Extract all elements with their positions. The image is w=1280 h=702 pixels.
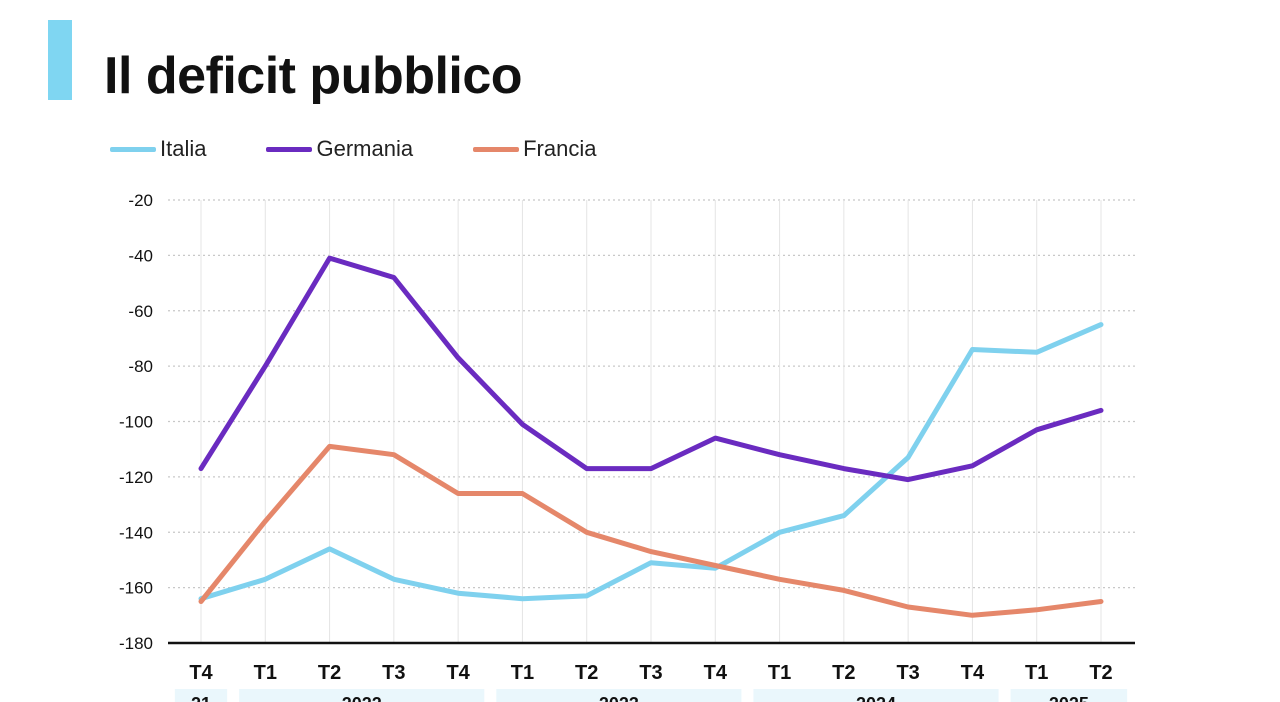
x-tick-label: T3 bbox=[896, 662, 919, 684]
x-tick-label: T3 bbox=[639, 662, 662, 684]
year-band bbox=[1010, 689, 1128, 702]
x-tick-label: T3 bbox=[382, 662, 405, 684]
y-tick-label: -160 bbox=[119, 579, 153, 598]
legend-swatch-francia bbox=[473, 146, 520, 152]
legend-item-italia: Italia bbox=[110, 136, 206, 162]
y-tick-label: -180 bbox=[119, 634, 153, 653]
x-axis-tick-labels: T4 T1 T2 T3 T4 T1 T2 T3 T4 T1 T2 T3 T4 T1 T2 bbox=[189, 662, 1112, 684]
y-tick-label: -140 bbox=[119, 523, 153, 542]
year-band bbox=[239, 689, 485, 702]
x-tick-label: T1 bbox=[1025, 662, 1048, 684]
x-tick-label: T2 bbox=[575, 662, 598, 684]
x-tick-label: T1 bbox=[768, 662, 791, 684]
legend-item-germania: Germania bbox=[266, 136, 413, 162]
x-tick-label: T1 bbox=[254, 662, 277, 684]
year-band bbox=[496, 689, 742, 702]
legend-label-italia: Italia bbox=[160, 136, 207, 161]
y-tick-label: -120 bbox=[119, 468, 153, 487]
legend-swatch-italia bbox=[110, 146, 156, 152]
x-tick-label: T4 bbox=[446, 662, 470, 684]
year-label: 2023 bbox=[599, 694, 639, 702]
legend: Italia Germania Francia bbox=[110, 136, 656, 162]
x-tick-label: T2 bbox=[1089, 662, 1112, 684]
y-tick-label: -40 bbox=[128, 246, 153, 265]
gridlines bbox=[168, 199, 1135, 643]
x-tick-label: T4 bbox=[189, 662, 213, 684]
series-line-italia bbox=[198, 322, 1104, 602]
year-label: 2022 bbox=[342, 694, 382, 702]
x-tick-label: T2 bbox=[832, 662, 855, 684]
y-axis-tick-labels: -20 -40 -60 -80 -100 -120 -140 -160 -180 bbox=[119, 191, 153, 653]
x-tick-label: T4 bbox=[961, 662, 985, 684]
y-tick-label: -60 bbox=[128, 302, 153, 321]
year-label: 21 bbox=[191, 694, 211, 702]
legend-item-francia: Francia bbox=[473, 136, 596, 162]
y-tick-label: -80 bbox=[128, 357, 153, 376]
legend-label-francia: Francia bbox=[523, 136, 597, 161]
y-tick-label: -20 bbox=[128, 191, 153, 210]
year-label: 2024 bbox=[856, 694, 896, 702]
legend-label-germania: Germania bbox=[316, 136, 414, 161]
legend-swatch-germania bbox=[266, 146, 313, 152]
series-lines bbox=[198, 255, 1104, 618]
year-band bbox=[174, 689, 228, 702]
y-tick-label: -100 bbox=[119, 413, 153, 432]
x-tick-label: T2 bbox=[318, 662, 341, 684]
series-line-francia bbox=[198, 443, 1104, 618]
title-accent-bar bbox=[48, 20, 72, 100]
year-band bbox=[753, 689, 999, 702]
chart-title: Il deficit pubblico bbox=[104, 47, 523, 105]
year-label: 2025 bbox=[1049, 694, 1089, 702]
x-tick-label: T4 bbox=[704, 662, 728, 684]
series-line-germania bbox=[198, 255, 1104, 483]
year-bands: 21 2022 2023 2024 2025 bbox=[174, 689, 1128, 702]
x-tick-label: T1 bbox=[511, 662, 534, 684]
